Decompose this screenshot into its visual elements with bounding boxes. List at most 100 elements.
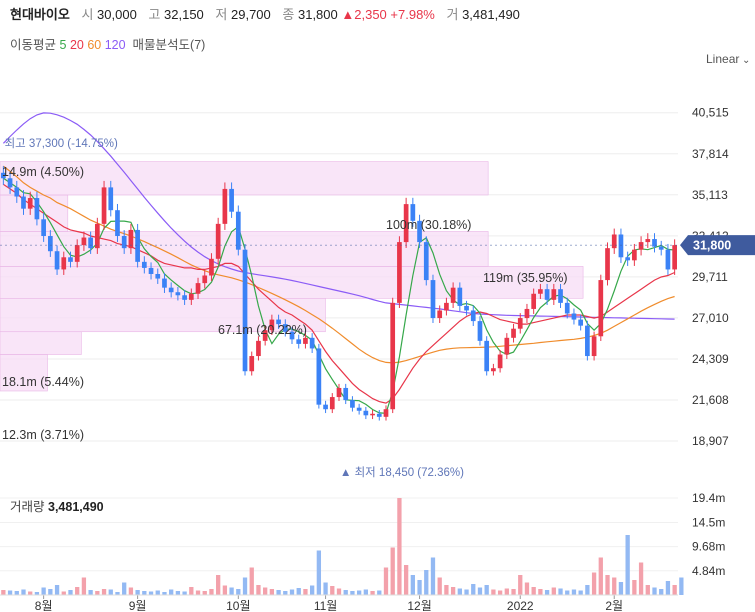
high-value: 32,150 — [164, 7, 204, 22]
volume-bar — [598, 557, 603, 595]
volume-bar — [289, 589, 295, 595]
candle-body — [101, 187, 107, 224]
ma20-toggle[interactable]: 20 — [69, 38, 84, 52]
candle-body — [135, 229, 140, 262]
volume-bar — [410, 575, 415, 595]
volume-bar — [189, 587, 194, 595]
volume-bar — [61, 591, 66, 595]
volume-bar — [195, 590, 201, 595]
volume-bar — [303, 589, 308, 595]
current-price-label: 31,800 — [693, 239, 731, 253]
high-annotation: ▼ 최고 37,300 (-14.75%) — [0, 137, 118, 150]
volume-bar — [34, 592, 40, 595]
candle-body — [370, 413, 375, 416]
candle-body — [108, 187, 114, 211]
candle-body — [645, 239, 651, 243]
change-pct: +7.98% — [390, 7, 435, 22]
candle-body — [363, 410, 369, 416]
candle-body — [652, 239, 657, 247]
volume-bar — [665, 581, 671, 595]
volume-bar — [229, 587, 234, 595]
chevron-down-icon[interactable]: ⌄ — [742, 55, 751, 66]
candle-body — [168, 287, 174, 293]
candle-body — [68, 257, 73, 262]
volume-bar — [464, 589, 469, 595]
candle-body — [289, 331, 295, 340]
candle-body — [323, 404, 328, 410]
volume-bar — [330, 586, 335, 595]
volume-panel-title: 거래량 — [10, 500, 45, 514]
candle-body — [632, 249, 637, 261]
vp-label: 100m (30.18%) — [386, 218, 471, 232]
volume-bar — [263, 587, 268, 595]
volume-bar — [356, 590, 362, 595]
candle-body — [88, 237, 93, 249]
volume-bar — [95, 591, 100, 595]
volume-bar — [48, 589, 53, 595]
candle-body — [175, 292, 181, 296]
candle-body — [571, 313, 577, 320]
candle-body — [14, 187, 20, 197]
volume-bar — [122, 582, 127, 595]
open-label: 시 — [81, 7, 94, 22]
volume-bar — [54, 585, 60, 595]
stock-header: 현대바이오 시 30,000 고 32,150 저 29,700 종 31,80… — [10, 4, 520, 23]
high-label: 고 — [148, 7, 161, 22]
candle-body — [658, 246, 664, 250]
candle-body — [410, 204, 416, 221]
ma120-toggle[interactable]: 120 — [104, 38, 126, 52]
candle-body — [155, 274, 161, 279]
ma60-toggle[interactable]: 60 — [87, 38, 102, 52]
volume-label: 거 — [446, 7, 459, 22]
candle-body — [229, 188, 234, 212]
volume-bar — [148, 591, 154, 595]
low-label: 저 — [215, 7, 228, 22]
price-tick-label: 37,814 — [692, 147, 729, 161]
volume-bar — [377, 590, 382, 595]
time-tick-label: 8월 — [35, 599, 53, 612]
candle-body — [585, 325, 590, 357]
time-tick-label: 2월 — [605, 599, 623, 612]
ma5-toggle[interactable]: 5 — [59, 38, 67, 52]
candle-body — [316, 348, 322, 405]
candle-body — [598, 280, 604, 337]
price-tick-label: 24,309 — [692, 352, 729, 366]
candle-body — [578, 319, 584, 326]
candle-body — [497, 354, 503, 369]
candle-body — [115, 210, 120, 237]
volume-bar — [578, 590, 583, 595]
volume-bar — [21, 589, 26, 595]
candle-body — [202, 275, 208, 284]
candle-body — [605, 248, 610, 281]
ma-label[interactable]: 이동평균 — [10, 38, 57, 52]
volume-bar — [135, 590, 140, 595]
candle-body — [303, 337, 308, 344]
scale-selector[interactable]: Linear — [706, 52, 740, 66]
price-tick-label: 18,907 — [692, 434, 729, 448]
volume-bar — [142, 591, 147, 595]
volume-tick-label: 4.84m — [692, 564, 725, 578]
volume-panel-label: 거래량 3,481,490 — [10, 496, 104, 515]
candle-body — [544, 289, 550, 300]
price-tick-label: 40,515 — [692, 106, 729, 120]
volume-profile — [0, 161, 584, 392]
volume-bar — [216, 575, 221, 595]
candle-body — [141, 261, 147, 268]
volume-axis: 4.84m 9.68m 14.5m 19.4m — [692, 491, 725, 578]
volume-grid — [0, 497, 678, 572]
volume-value: 3,481,490 — [462, 7, 520, 22]
volume-profile-toggle[interactable]: 매물분석도(7) — [132, 38, 206, 52]
price-tick-label: 29,711 — [692, 270, 728, 284]
candle-body — [477, 321, 483, 341]
candle-body — [215, 223, 221, 259]
candle-body — [383, 409, 389, 417]
volume-bar — [551, 587, 556, 595]
volume-panel-value: 3,481,490 — [48, 500, 104, 514]
volume-bar — [638, 562, 644, 595]
candle-body — [7, 178, 13, 188]
candle-body — [262, 330, 268, 341]
volume-bar — [444, 585, 449, 595]
candle-body — [591, 336, 597, 357]
volume-bar — [310, 585, 315, 595]
